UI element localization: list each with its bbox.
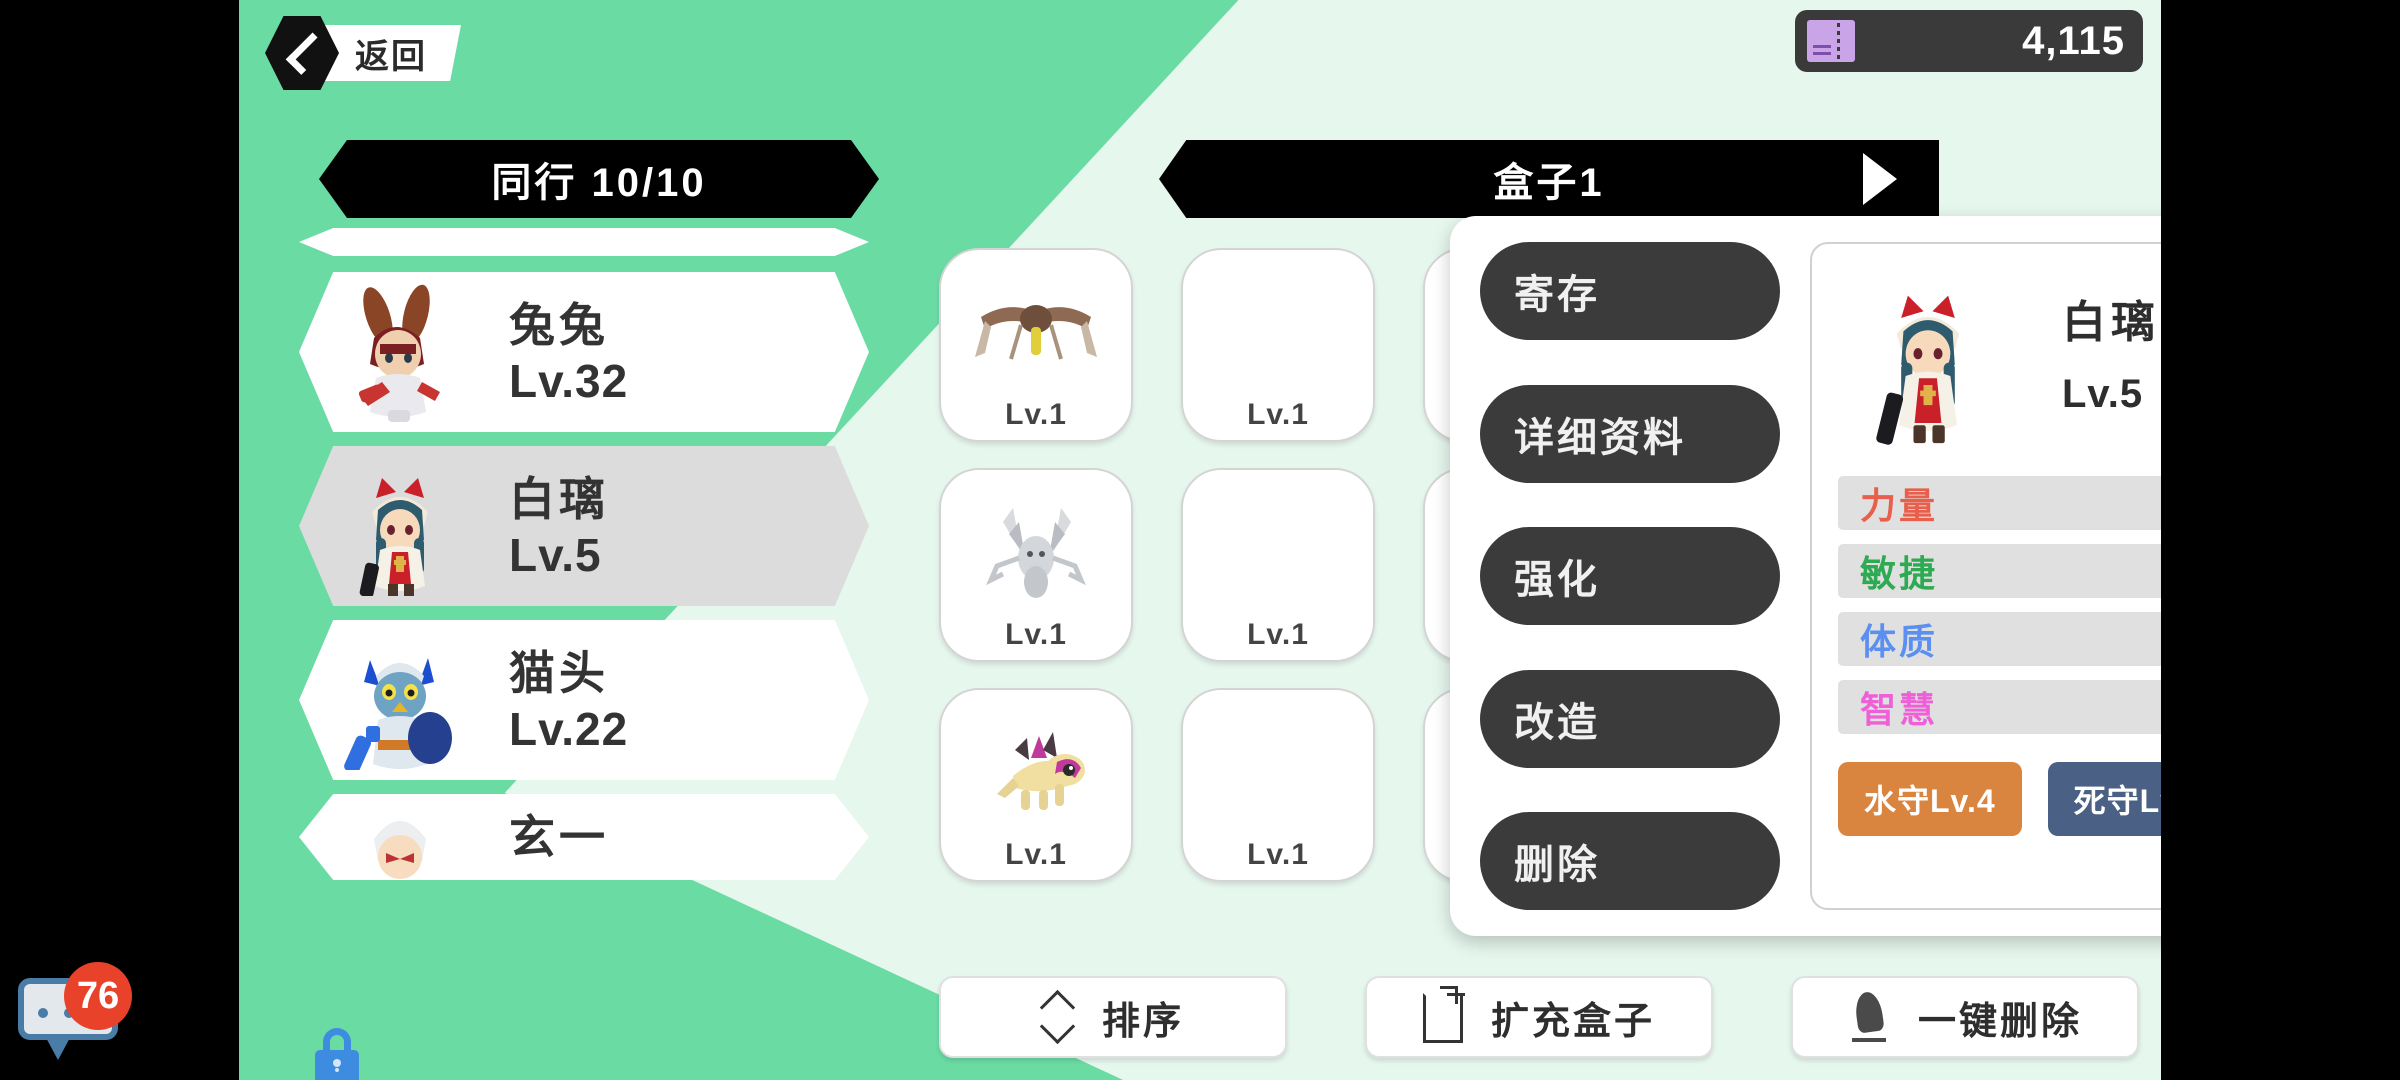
- party-card-tutu[interactable]: 兔兔 Lv.32: [299, 272, 869, 432]
- detail-header: 白璃 Lv.5: [1838, 266, 2161, 476]
- box-plus-icon: [1422, 986, 1465, 1043]
- currency-value: 4,115: [2022, 18, 2125, 63]
- lock-icon: [315, 1028, 359, 1080]
- back-button[interactable]: 返回: [265, 16, 461, 90]
- detail-character-level: Lv.5: [2062, 372, 2144, 416]
- expand-box-button[interactable]: 扩充盒子: [1365, 976, 1713, 1058]
- party-member-level: Lv.32: [509, 355, 629, 408]
- party-member-name: 玄一: [509, 810, 609, 863]
- back-hex-frame: [265, 16, 339, 90]
- party-banner-label: 同行 10/10: [491, 161, 707, 205]
- box-slot[interactable]: Lv.1: [1181, 248, 1375, 442]
- box-slot[interactable]: Lv.1: [1181, 468, 1375, 662]
- lock-shackle: [323, 1028, 351, 1056]
- box-slot-level: Lv.1: [1247, 398, 1309, 431]
- stat-row-constitution: 体质 2: [1838, 612, 2161, 666]
- sort-button[interactable]: 排序: [939, 976, 1287, 1058]
- skill-badge-water[interactable]: 水守Lv.4: [1838, 762, 2022, 836]
- creature-sprite: [941, 488, 1131, 618]
- stat-label: 力量: [1860, 485, 1939, 526]
- delete-all-label: 一键删除: [1917, 1000, 2082, 1043]
- detail-meta: 白璃 Lv.5: [2062, 286, 2160, 417]
- party-card-text: 兔兔 Lv.32: [509, 300, 628, 405]
- party-member-name: 兔兔: [509, 298, 609, 351]
- party-member-level: Lv.22: [509, 703, 629, 756]
- back-button-label: 返回: [325, 25, 461, 81]
- context-popup: 寄存 详细资料 强化 改造 删除: [1450, 216, 2161, 936]
- detail-character-name: 白璃: [2062, 298, 2160, 347]
- party-card-text: 玄一: [509, 812, 609, 863]
- action-label: 强化: [1514, 558, 1600, 602]
- party-list[interactable]: 兔兔 Lv.32: [299, 228, 899, 1080]
- creature-sprite: [1183, 488, 1373, 618]
- box-slot-level: Lv.1: [1247, 838, 1309, 871]
- party-member-level: Lv.5: [509, 529, 602, 582]
- creature-sprite: [941, 268, 1131, 398]
- avatar-baili: [325, 451, 475, 601]
- creature-sprite: [941, 708, 1131, 838]
- party-card-maotou[interactable]: 猫头 Lv.22: [299, 620, 869, 780]
- stat-row-wisdom: 智慧 27: [1838, 680, 2161, 734]
- character-detail-card: 白璃 Lv.5 力量 2 敏捷 7 体质 2: [1810, 242, 2161, 910]
- action-modify-button[interactable]: 改造: [1480, 669, 1780, 768]
- avatar-xuanyi: [325, 794, 475, 880]
- party-card-text: 白璃 Lv.5: [509, 474, 609, 579]
- party-card-xuanyi[interactable]: 玄一: [299, 794, 869, 880]
- party-card-partial-top[interactable]: [299, 228, 869, 256]
- box-slot-level: Lv.1: [1005, 398, 1067, 431]
- action-enhance-button[interactable]: 强化: [1480, 527, 1780, 625]
- lock-body: [315, 1050, 359, 1080]
- action-label: 寄存: [1514, 273, 1600, 317]
- chat-unread-badge: 76: [64, 962, 132, 1030]
- sort-button-label: 排序: [1101, 1000, 1184, 1043]
- box-slot[interactable]: Lv.1: [939, 468, 1133, 662]
- chat-button[interactable]: 76: [10, 956, 160, 1066]
- delete-all-button[interactable]: 一键删除: [1791, 976, 2139, 1058]
- action-menu: 寄存 详细资料 强化 改造 删除: [1480, 242, 1780, 910]
- ticket-icon: [1807, 20, 1855, 62]
- party-member-name: 猫头: [509, 646, 609, 699]
- expand-box-label: 扩充盒子: [1490, 1000, 1655, 1043]
- action-details-button[interactable]: 详细资料: [1480, 384, 1780, 483]
- box-banner[interactable]: 盒子1: [1159, 140, 1939, 218]
- game-viewport: 返回 4,115 同行 10/10 盒子1: [239, 0, 2161, 1080]
- creature-sprite: [1183, 268, 1373, 398]
- detail-avatar-baili: [1838, 266, 2018, 466]
- box-slot[interactable]: Lv.1: [939, 248, 1133, 442]
- bottom-toolbar: 排序 扩充盒子 一键删除: [939, 976, 2139, 1058]
- action-label: 删除: [1514, 843, 1600, 887]
- party-banner: 同行 10/10: [319, 140, 879, 218]
- action-store-button[interactable]: 寄存: [1480, 242, 1780, 340]
- party-card-baili[interactable]: 白璃 Lv.5: [299, 446, 869, 606]
- chat-dots: [38, 1008, 48, 1018]
- box-slot-level: Lv.1: [1005, 618, 1067, 651]
- box-slot-level: Lv.1: [1247, 618, 1309, 651]
- action-delete-button[interactable]: 删除: [1480, 812, 1780, 910]
- creature-sprite: [1183, 708, 1373, 838]
- skill-badge-death[interactable]: 死守Lv.3: [2047, 762, 2161, 836]
- chevron-left-icon: [285, 32, 329, 75]
- stat-label: 体质: [1860, 621, 1939, 662]
- stat-row-strength: 力量 2: [1838, 476, 2161, 530]
- sort-icon: [1042, 991, 1076, 1043]
- skill-badge-list: 水守Lv.4 死守Lv.3: [1838, 762, 2161, 836]
- box-slot[interactable]: Lv.1: [1181, 688, 1375, 882]
- box-slot[interactable]: Lv.1: [939, 688, 1133, 882]
- action-label: 改造: [1514, 700, 1600, 745]
- action-label: 详细资料: [1514, 415, 1686, 460]
- stat-label: 智慧: [1860, 689, 1939, 730]
- avatar-tutu: [325, 277, 475, 427]
- party-card-text: 猫头 Lv.22: [509, 648, 628, 753]
- currency-display[interactable]: 4,115: [1795, 10, 2143, 72]
- stat-list: 力量 2 敏捷 7 体质 2 智慧 27: [1838, 476, 2161, 748]
- avatar-maotou: [325, 625, 475, 775]
- eraser-icon: [1848, 990, 1892, 1042]
- stat-row-agility: 敏捷 7: [1838, 544, 2161, 598]
- box-banner-label: 盒子1: [1493, 161, 1605, 205]
- party-member-name: 白璃: [509, 472, 609, 525]
- stat-label: 敏捷: [1860, 553, 1939, 594]
- arrow-right-icon[interactable]: [1863, 153, 1897, 205]
- box-slot-level: Lv.1: [1005, 838, 1067, 871]
